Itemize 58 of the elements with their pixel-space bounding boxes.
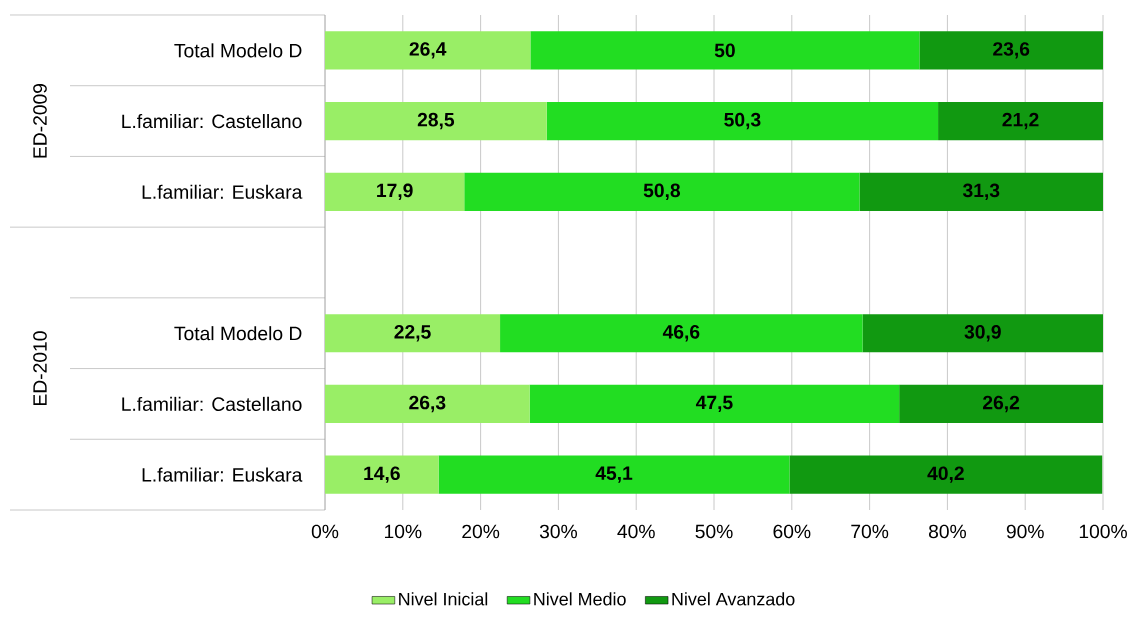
bar (938, 101, 1104, 141)
bar (325, 455, 439, 494)
text: ED-2010 (33, 331, 47, 405)
data-label: 26,3 (409, 395, 446, 413)
bar (325, 384, 530, 424)
data-label: 23,6 (993, 42, 1030, 59)
legend-label: Nivel Inicial (399, 592, 488, 606)
x-tick-label: 0% (311, 524, 339, 539)
x-tick-label: 10% (384, 524, 422, 539)
data-label: 40,2 (927, 466, 964, 483)
x-tick-label: 80% (928, 524, 967, 539)
bar (859, 172, 1104, 211)
x-tick-label: 40% (617, 524, 655, 539)
bar (438, 455, 790, 494)
bar (325, 31, 531, 70)
x-tick-label: 50% (695, 524, 733, 539)
x-tick-label: 90% (1006, 524, 1044, 539)
data-label: 50,3 (724, 112, 761, 130)
x-tick-label: 20% (462, 524, 500, 539)
bar (325, 101, 547, 141)
data-label: 14,6 (364, 466, 400, 483)
bar (500, 314, 863, 353)
bar (464, 172, 860, 211)
data-label: 50,8 (643, 183, 681, 201)
y-tick-label: L.familiar: Castellano (122, 396, 302, 412)
data-label: 45,1 (595, 466, 633, 483)
legend-label: Nivel Avanzado (672, 592, 795, 606)
y-tick-label: Total Modelo D (174, 43, 302, 58)
x-tick-label: 30% (539, 524, 577, 539)
data-label: 47,5 (695, 395, 733, 413)
data-label: 26,2 (983, 395, 1020, 413)
y-tick-label: Total Modelo D (174, 326, 302, 341)
bar (899, 384, 1104, 424)
text: ED-2009 (33, 83, 47, 158)
x-tick-label: 100% (1079, 524, 1127, 539)
data-label: 22,5 (394, 325, 431, 342)
bar (530, 31, 920, 70)
y-tick-label: L.familiar: Euskara (142, 467, 303, 482)
legend-label: Nivel Medio (534, 592, 626, 606)
x-tick-label: 70% (851, 524, 889, 539)
bar (546, 101, 939, 141)
bar (325, 314, 501, 353)
bar (789, 455, 1103, 494)
bar (529, 384, 900, 424)
y-tick-label: L.familiar: Castellano (122, 114, 302, 129)
bar (862, 314, 1104, 353)
data-label: 17,9 (377, 183, 413, 201)
data-label: 26,4 (409, 42, 447, 59)
y-tick-label: L.familiar: Euskara (142, 184, 303, 199)
data-label: 21,2 (1002, 112, 1039, 130)
data-label: 46,6 (662, 325, 700, 342)
data-label: 28,5 (417, 112, 455, 130)
x-tick-label: 60% (773, 524, 811, 539)
data-label: 31,3 (962, 183, 1000, 201)
bar (325, 172, 465, 211)
data-label: 30,9 (964, 325, 1001, 342)
data-label: 50 (714, 43, 735, 58)
bar (919, 31, 1104, 70)
